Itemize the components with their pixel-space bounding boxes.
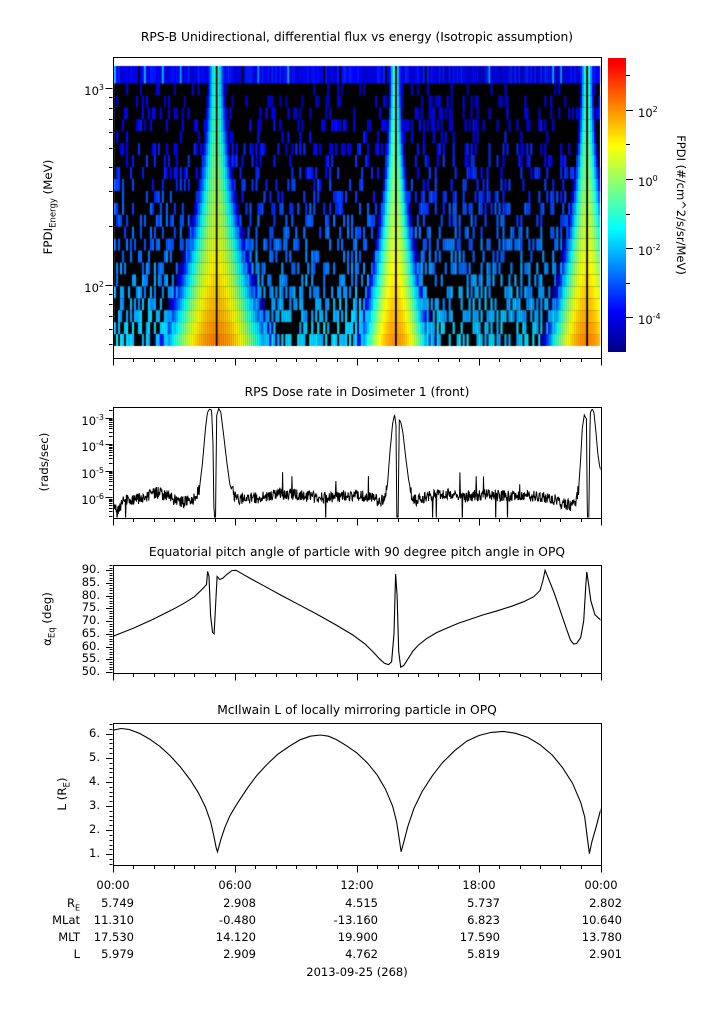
table-row-label: MLat xyxy=(52,913,80,927)
x-tick-label: 12:00 xyxy=(340,878,374,892)
y-tick-label: 85. xyxy=(81,574,100,589)
x-tick-label: 00:00 xyxy=(96,878,130,892)
table-row-label: L xyxy=(73,947,80,961)
table-value: 4.762 xyxy=(345,947,378,961)
y-tick-label: 50. xyxy=(81,663,100,678)
series-line-panel2 xyxy=(113,407,601,518)
y-tick-label: 70. xyxy=(81,613,100,628)
y-tick-label: 10-3 xyxy=(81,412,104,428)
panel4-title: McIlwain L of locally mirroring particle… xyxy=(217,703,497,717)
y-tick-label: 3. xyxy=(89,798,100,813)
table-value: 13.780 xyxy=(581,930,622,944)
colorbar-tick-label: 100 xyxy=(638,174,658,189)
y-tick-label: 80. xyxy=(81,587,100,602)
series-line-panel4 xyxy=(113,727,601,854)
table-value: 17.590 xyxy=(459,930,500,944)
table-value: 5.979 xyxy=(101,947,134,961)
panel3-ylabel: αEq (deg) xyxy=(40,592,58,646)
y-tick-label: 1. xyxy=(89,846,100,861)
colorbar-tick-label: 10-2 xyxy=(638,243,661,259)
colorbar-gradient xyxy=(608,58,626,352)
table-value: -0.480 xyxy=(218,913,256,927)
y-tick-label: 65. xyxy=(81,625,100,640)
table-row-label: MLT xyxy=(58,930,80,944)
table-value: 5.819 xyxy=(467,947,500,961)
colorbar-tick-label: 10-4 xyxy=(638,312,661,328)
table-value: 14.120 xyxy=(215,930,256,944)
series-line-panel3 xyxy=(113,568,601,668)
y-tick-label: 10-4 xyxy=(81,439,104,454)
y-tick-label: 10-5 xyxy=(81,465,104,481)
colorbar-tick-label: 102 xyxy=(638,104,658,120)
y-tick-label: 55. xyxy=(81,651,100,666)
table-row-label: RE xyxy=(66,896,80,913)
x-tick-label: 00:00 xyxy=(584,878,618,892)
y-tick-label: 103 xyxy=(84,83,104,99)
y-tick-label: 4. xyxy=(89,773,100,788)
table-value: 17.530 xyxy=(93,930,134,944)
table-value: 11.310 xyxy=(93,913,134,927)
x-tick-label: 06:00 xyxy=(218,878,252,892)
table-value: 10.640 xyxy=(581,913,622,927)
x-tick-label: 18:00 xyxy=(462,878,496,892)
table-value: 2.909 xyxy=(223,947,256,961)
y-tick-label: 10-6 xyxy=(81,492,104,508)
table-value: 2.908 xyxy=(223,896,256,910)
spectrogram-heatmap xyxy=(113,57,601,358)
table-value: 2.802 xyxy=(589,896,622,910)
y-tick-label: 60. xyxy=(81,638,100,653)
y-tick-label: 75. xyxy=(81,600,100,615)
table-value: -13.160 xyxy=(333,913,378,927)
y-tick-label: 90. xyxy=(81,562,100,577)
table-value: 5.737 xyxy=(467,896,500,910)
table-value: 6.823 xyxy=(467,913,500,927)
y-tick-label: 6. xyxy=(89,725,100,740)
panel3-title: Equatorial pitch angle of particle with … xyxy=(148,545,566,559)
table-value: 19.900 xyxy=(337,930,378,944)
y-tick-label: 2. xyxy=(89,822,100,837)
table-value: 4.515 xyxy=(345,896,378,910)
panel1-title: RPS-B Unidirectional, differential flux … xyxy=(140,30,574,44)
table-value: 2.901 xyxy=(589,947,622,961)
y-tick-label: 5. xyxy=(89,749,100,764)
panel2-title: RPS Dose rate in Dosimeter 1 (front) xyxy=(244,385,470,399)
table-value: 5.749 xyxy=(101,896,134,910)
y-tick-label: 102 xyxy=(84,280,104,296)
date-label: 2013-09-25 (268) xyxy=(306,965,408,979)
